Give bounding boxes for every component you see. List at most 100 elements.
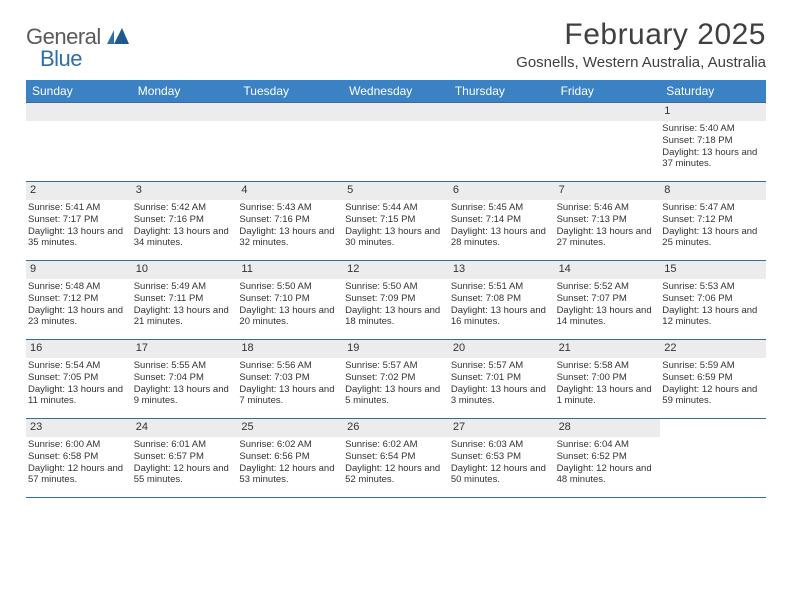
sunrise-text: Sunrise: 5:49 AM: [134, 281, 234, 293]
day-cell: [555, 103, 661, 181]
sunset-text: Sunset: 7:12 PM: [28, 293, 128, 305]
weekday-friday: Friday: [555, 80, 661, 102]
sunset-text: Sunset: 7:05 PM: [28, 372, 128, 384]
day-number: 28: [555, 419, 661, 437]
day-number: 18: [237, 340, 343, 358]
day-cell: 21Sunrise: 5:58 AMSunset: 7:00 PMDayligh…: [555, 340, 661, 418]
sunrise-text: Sunrise: 5:45 AM: [451, 202, 551, 214]
sunrise-text: Sunrise: 6:03 AM: [451, 439, 551, 451]
day-body: Sunrise: 5:52 AMSunset: 7:07 PMDaylight:…: [555, 279, 661, 331]
sunset-text: Sunset: 6:53 PM: [451, 451, 551, 463]
sunrise-text: Sunrise: 6:02 AM: [345, 439, 445, 451]
daylight-text: Daylight: 12 hours and 55 minutes.: [134, 463, 234, 487]
day-number: 23: [26, 419, 132, 437]
sunset-text: Sunset: 7:16 PM: [239, 214, 339, 226]
location: Gosnells, Western Australia, Australia: [516, 54, 766, 71]
day-body: Sunrise: 5:44 AMSunset: 7:15 PMDaylight:…: [343, 200, 449, 252]
sunrise-text: Sunrise: 5:41 AM: [28, 202, 128, 214]
day-cell: [449, 103, 555, 181]
sunset-text: Sunset: 7:09 PM: [345, 293, 445, 305]
week-row: 1Sunrise: 5:40 AMSunset: 7:18 PMDaylight…: [26, 102, 766, 181]
daylight-text: Daylight: 12 hours and 59 minutes.: [662, 384, 762, 408]
day-body: Sunrise: 6:02 AMSunset: 6:54 PMDaylight:…: [343, 437, 449, 489]
daylight-text: Daylight: 13 hours and 14 minutes.: [557, 305, 657, 329]
day-cell: 5Sunrise: 5:44 AMSunset: 7:15 PMDaylight…: [343, 182, 449, 260]
day-cell: [237, 103, 343, 181]
day-cell: 23Sunrise: 6:00 AMSunset: 6:58 PMDayligh…: [26, 419, 132, 497]
day-body: Sunrise: 5:54 AMSunset: 7:05 PMDaylight:…: [26, 358, 132, 410]
weeks-container: 1Sunrise: 5:40 AMSunset: 7:18 PMDaylight…: [26, 102, 766, 497]
sunset-text: Sunset: 6:59 PM: [662, 372, 762, 384]
sunrise-text: Sunrise: 6:00 AM: [28, 439, 128, 451]
daylight-text: Daylight: 13 hours and 16 minutes.: [451, 305, 551, 329]
day-cell: 15Sunrise: 5:53 AMSunset: 7:06 PMDayligh…: [660, 261, 766, 339]
weekday-thursday: Thursday: [449, 80, 555, 102]
daylight-text: Daylight: 13 hours and 27 minutes.: [557, 226, 657, 250]
daylight-text: Daylight: 12 hours and 52 minutes.: [345, 463, 445, 487]
day-body: Sunrise: 6:02 AMSunset: 6:56 PMDaylight:…: [237, 437, 343, 489]
sunset-text: Sunset: 7:00 PM: [557, 372, 657, 384]
weekday-wednesday: Wednesday: [343, 80, 449, 102]
day-cell: 4Sunrise: 5:43 AMSunset: 7:16 PMDaylight…: [237, 182, 343, 260]
daylight-text: Daylight: 13 hours and 32 minutes.: [239, 226, 339, 250]
sunrise-text: Sunrise: 5:57 AM: [451, 360, 551, 372]
day-number: [449, 103, 555, 121]
day-body: Sunrise: 5:51 AMSunset: 7:08 PMDaylight:…: [449, 279, 555, 331]
daylight-text: Daylight: 13 hours and 30 minutes.: [345, 226, 445, 250]
day-number: 1: [660, 103, 766, 121]
day-cell: 19Sunrise: 5:57 AMSunset: 7:02 PMDayligh…: [343, 340, 449, 418]
logo-text-block: General Blue: [26, 24, 129, 72]
weekday-monday: Monday: [132, 80, 238, 102]
day-body: Sunrise: 6:01 AMSunset: 6:57 PMDaylight:…: [132, 437, 238, 489]
day-number: 14: [555, 261, 661, 279]
sunset-text: Sunset: 7:06 PM: [662, 293, 762, 305]
day-number: 16: [26, 340, 132, 358]
day-cell: 20Sunrise: 5:57 AMSunset: 7:01 PMDayligh…: [449, 340, 555, 418]
daylight-text: Daylight: 13 hours and 18 minutes.: [345, 305, 445, 329]
sunset-text: Sunset: 7:11 PM: [134, 293, 234, 305]
logo: General Blue: [26, 18, 129, 72]
day-cell: [132, 103, 238, 181]
weekday-sunday: Sunday: [26, 80, 132, 102]
sunrise-text: Sunrise: 5:44 AM: [345, 202, 445, 214]
daylight-text: Daylight: 13 hours and 12 minutes.: [662, 305, 762, 329]
day-number: 3: [132, 182, 238, 200]
daylight-text: Daylight: 13 hours and 34 minutes.: [134, 226, 234, 250]
day-number: 21: [555, 340, 661, 358]
day-body: Sunrise: 5:56 AMSunset: 7:03 PMDaylight:…: [237, 358, 343, 410]
day-number: 6: [449, 182, 555, 200]
day-number: 9: [26, 261, 132, 279]
daylight-text: Daylight: 13 hours and 35 minutes.: [28, 226, 128, 250]
week-row: 23Sunrise: 6:00 AMSunset: 6:58 PMDayligh…: [26, 418, 766, 497]
day-cell: 2Sunrise: 5:41 AMSunset: 7:17 PMDaylight…: [26, 182, 132, 260]
day-cell: 1Sunrise: 5:40 AMSunset: 7:18 PMDaylight…: [660, 103, 766, 181]
weekday-header-row: Sunday Monday Tuesday Wednesday Thursday…: [26, 80, 766, 102]
daylight-text: Daylight: 13 hours and 37 minutes.: [662, 147, 762, 171]
daylight-text: Daylight: 13 hours and 7 minutes.: [239, 384, 339, 408]
day-number: [132, 103, 238, 121]
month-title: February 2025: [516, 18, 766, 52]
daylight-text: Daylight: 13 hours and 9 minutes.: [134, 384, 234, 408]
sunset-text: Sunset: 7:01 PM: [451, 372, 551, 384]
sunset-text: Sunset: 6:56 PM: [239, 451, 339, 463]
day-number: 25: [237, 419, 343, 437]
day-cell: 13Sunrise: 5:51 AMSunset: 7:08 PMDayligh…: [449, 261, 555, 339]
day-cell: 14Sunrise: 5:52 AMSunset: 7:07 PMDayligh…: [555, 261, 661, 339]
day-number: [343, 103, 449, 121]
sunrise-text: Sunrise: 5:43 AM: [239, 202, 339, 214]
day-body: Sunrise: 5:53 AMSunset: 7:06 PMDaylight:…: [660, 279, 766, 331]
sunset-text: Sunset: 7:10 PM: [239, 293, 339, 305]
daylight-text: Daylight: 13 hours and 20 minutes.: [239, 305, 339, 329]
day-cell: 25Sunrise: 6:02 AMSunset: 6:56 PMDayligh…: [237, 419, 343, 497]
day-number: 26: [343, 419, 449, 437]
day-cell: 8Sunrise: 5:47 AMSunset: 7:12 PMDaylight…: [660, 182, 766, 260]
sunrise-text: Sunrise: 5:47 AM: [662, 202, 762, 214]
day-cell: [660, 419, 766, 497]
sunrise-text: Sunrise: 5:46 AM: [557, 202, 657, 214]
sunrise-text: Sunrise: 5:42 AM: [134, 202, 234, 214]
day-body: Sunrise: 6:00 AMSunset: 6:58 PMDaylight:…: [26, 437, 132, 489]
day-body: Sunrise: 5:48 AMSunset: 7:12 PMDaylight:…: [26, 279, 132, 331]
sunset-text: Sunset: 7:08 PM: [451, 293, 551, 305]
day-body: Sunrise: 5:55 AMSunset: 7:04 PMDaylight:…: [132, 358, 238, 410]
sunset-text: Sunset: 6:54 PM: [345, 451, 445, 463]
